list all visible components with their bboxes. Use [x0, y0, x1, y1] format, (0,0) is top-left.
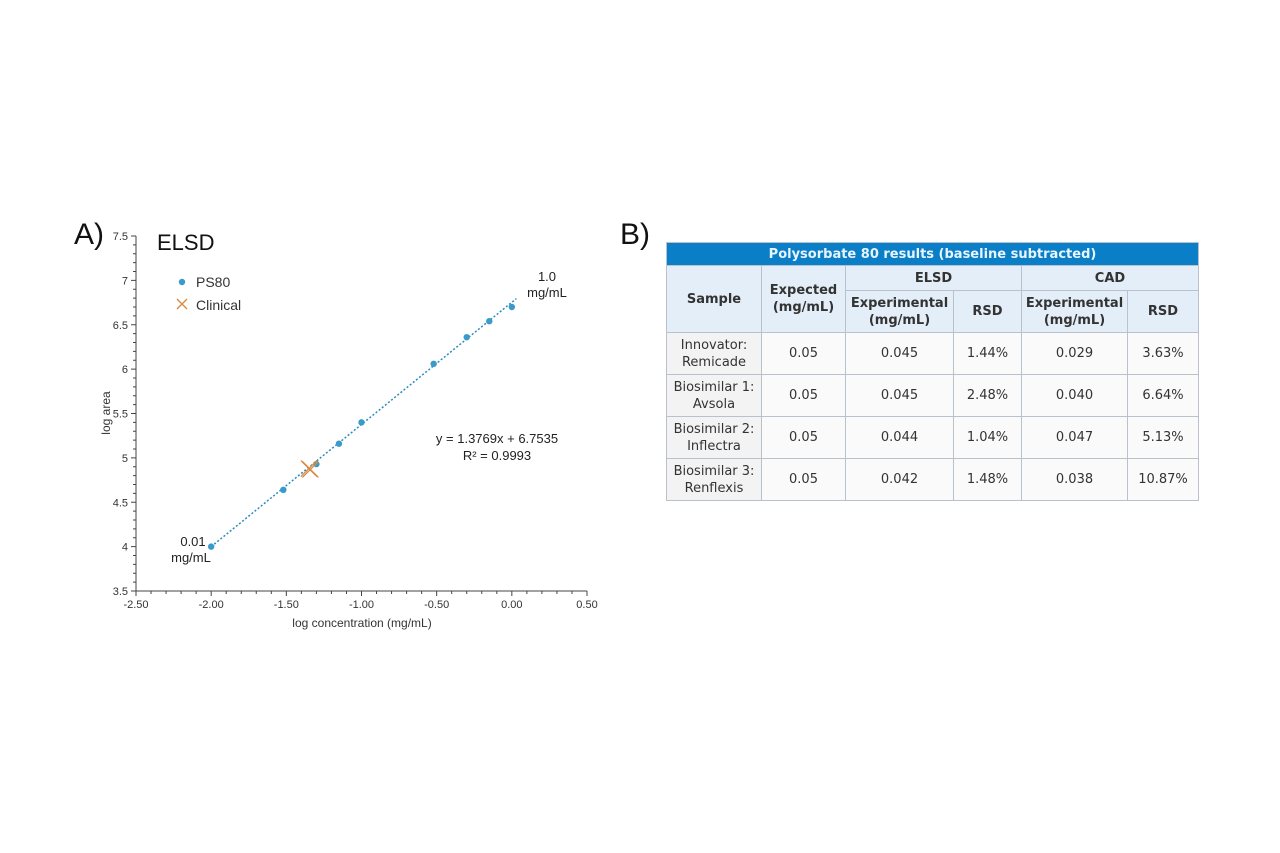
cell-cad-exp: 0.038 — [1021, 458, 1128, 501]
cell-sample: Biosimilar 2: Inflectra — [666, 416, 762, 459]
table-caption: Polysorbate 80 results (baseline subtrac… — [666, 242, 1199, 266]
header-cad-rsd: RSD — [1127, 290, 1199, 333]
header-sample: Sample — [666, 265, 762, 333]
header-elsd: ELSD — [845, 265, 1022, 291]
cell-elsd-exp: 0.042 — [845, 458, 954, 501]
cell-elsd-exp: 0.045 — [845, 332, 954, 375]
x-tick-label: -2.50 — [123, 599, 148, 611]
y-tick-label: 5.5 — [113, 409, 128, 421]
chart-title: ELSD — [157, 230, 214, 255]
cell-cad-exp: 0.040 — [1021, 374, 1128, 417]
ps80-point — [463, 333, 470, 341]
y-tick-label: 5 — [122, 453, 128, 465]
cell-expected: 0.05 — [761, 374, 846, 417]
cell-elsd-exp: 0.044 — [845, 416, 954, 459]
cell-elsd-rsd: 2.48% — [953, 374, 1022, 417]
header-elsd-rsd: RSD — [953, 290, 1022, 333]
ps80-point — [280, 486, 287, 494]
ps80-point — [335, 440, 343, 447]
table-row: Innovator: Remicade 0.05 0.045 1.44% 0.029 3.… — [666, 332, 1199, 375]
y-tick-label: 4.5 — [113, 497, 128, 509]
cell-cad-rsd: 10.87% — [1127, 458, 1199, 501]
y-tick-label: 4 — [122, 542, 128, 554]
y-tick-label: 6.5 — [113, 320, 128, 332]
legend-clinical-label: Clinical — [196, 297, 241, 313]
results-table: Polysorbate 80 results (baseline subtrac… — [666, 242, 1199, 501]
r-squared: R² = 0.9993 — [463, 448, 531, 463]
x-tick-label: 0.00 — [501, 599, 522, 611]
ps80-point — [486, 318, 493, 325]
legend-clinical-marker — [176, 298, 188, 310]
clinical-point — [301, 460, 319, 478]
trendline-equation: y = 1.3769x + 6.7535 — [436, 431, 558, 446]
cell-cad-exp: 0.029 — [1021, 332, 1128, 375]
ps80-point — [358, 419, 365, 426]
header-cad: CAD — [1021, 265, 1199, 291]
x-axis-label: log concentration (mg/mL) — [292, 616, 431, 630]
x-tick-label: -2.00 — [199, 599, 224, 611]
x-tick-label: -1.00 — [349, 599, 374, 611]
table-row: Biosimilar 3: Renflexis 0.05 0.042 1.48% 0.0… — [666, 458, 1199, 501]
cell-sample: Innovator: Remicade — [666, 332, 762, 375]
y-tick-label: 7.5 — [113, 231, 128, 243]
legend-ps80-label: PS80 — [196, 274, 230, 290]
y-tick-label: 6 — [122, 364, 128, 376]
x-tick-label: -1.50 — [274, 599, 299, 611]
ps80-point — [207, 543, 215, 550]
y-tick-label: 7 — [122, 275, 128, 287]
cell-cad-rsd: 5.13% — [1127, 416, 1199, 459]
cell-sample: Biosimilar 3: Renflexis — [666, 458, 762, 501]
cell-cad-exp: 0.047 — [1021, 416, 1128, 459]
table-row: Biosimilar 1: Avsola 0.05 0.045 2.48% 0.040 6… — [666, 374, 1199, 417]
high-label: 1.0 — [538, 269, 556, 284]
cell-expected: 0.05 — [761, 458, 846, 501]
cell-cad-rsd: 6.64% — [1127, 374, 1199, 417]
header-elsd-experimental: Experimental (mg/mL) — [845, 290, 954, 333]
cell-expected: 0.05 — [761, 332, 846, 375]
high-label-unit: mg/mL — [527, 285, 567, 300]
cell-expected: 0.05 — [761, 416, 846, 459]
cell-elsd-rsd: 1.04% — [953, 416, 1022, 459]
y-tick-label: 3.5 — [113, 586, 128, 598]
panel-a-label: A) — [74, 218, 104, 251]
x-tick-label: 0.50 — [576, 599, 597, 611]
legend-ps80-marker — [178, 278, 186, 286]
table-row: Biosimilar 2: Inflectra 0.05 0.044 1.04% 0.0… — [666, 416, 1199, 459]
ps80-point — [430, 360, 437, 367]
elsd-calibration-chart: -2.50 -2.00 -1.50 -1.00 -0.50 0.00 0.50 3.5 4 4.5… — [99, 230, 598, 630]
header-cad-experimental: Experimental (mg/mL) — [1021, 290, 1128, 333]
cell-elsd-exp: 0.045 — [845, 374, 954, 417]
x-tick-label: -0.50 — [424, 599, 449, 611]
ps80-point — [508, 303, 516, 311]
cell-elsd-rsd: 1.48% — [953, 458, 1022, 501]
y-axis-label: log area — [99, 391, 113, 435]
cell-cad-rsd: 3.63% — [1127, 332, 1199, 375]
low-label: 0.01 — [180, 534, 205, 549]
header-expected: Expected (mg/mL) — [761, 265, 846, 333]
cell-elsd-rsd: 1.44% — [953, 332, 1022, 375]
low-label-unit: mg/mL — [171, 550, 211, 565]
panel-b-label: B) — [620, 218, 650, 251]
cell-sample: Biosimilar 1: Avsola — [666, 374, 762, 417]
